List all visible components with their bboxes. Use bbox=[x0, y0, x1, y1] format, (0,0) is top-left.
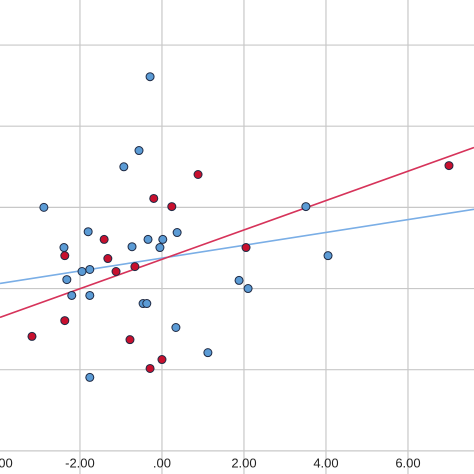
point bbox=[62, 275, 72, 285]
point bbox=[444, 161, 454, 171]
point bbox=[157, 355, 167, 365]
point bbox=[149, 193, 159, 203]
x-tick-label: -2.00 bbox=[65, 455, 95, 470]
point bbox=[125, 335, 135, 345]
point bbox=[323, 251, 333, 261]
point bbox=[119, 162, 129, 172]
point bbox=[171, 322, 181, 332]
point bbox=[134, 146, 144, 156]
point bbox=[145, 72, 155, 82]
point bbox=[143, 234, 153, 244]
point bbox=[85, 372, 95, 382]
point bbox=[203, 348, 213, 358]
fit-line bbox=[0, 146, 474, 319]
point bbox=[145, 363, 155, 373]
point bbox=[241, 243, 251, 253]
x-tick-label: -4.00 bbox=[0, 455, 13, 470]
point bbox=[60, 251, 70, 261]
point bbox=[301, 202, 311, 212]
point bbox=[234, 275, 244, 285]
point bbox=[172, 228, 182, 238]
point bbox=[60, 316, 70, 326]
point bbox=[155, 243, 165, 253]
point bbox=[167, 202, 177, 212]
point bbox=[85, 264, 95, 274]
point bbox=[193, 170, 203, 180]
point bbox=[127, 242, 137, 252]
point bbox=[130, 262, 140, 272]
point bbox=[83, 227, 93, 237]
point bbox=[158, 234, 168, 244]
point bbox=[67, 290, 77, 300]
x-tick-label: 4.00 bbox=[313, 455, 338, 470]
point bbox=[243, 284, 253, 294]
point bbox=[39, 202, 49, 212]
point bbox=[85, 290, 95, 300]
point bbox=[103, 254, 113, 264]
point bbox=[77, 266, 87, 276]
point bbox=[27, 331, 37, 341]
fit-line bbox=[0, 208, 474, 285]
point bbox=[59, 243, 69, 253]
point bbox=[142, 299, 152, 309]
x-tick-label: 2.00 bbox=[231, 455, 256, 470]
point bbox=[111, 266, 121, 276]
point bbox=[99, 234, 109, 244]
x-tick-label: 6.00 bbox=[395, 455, 420, 470]
x-tick-label: .00 bbox=[153, 455, 171, 470]
